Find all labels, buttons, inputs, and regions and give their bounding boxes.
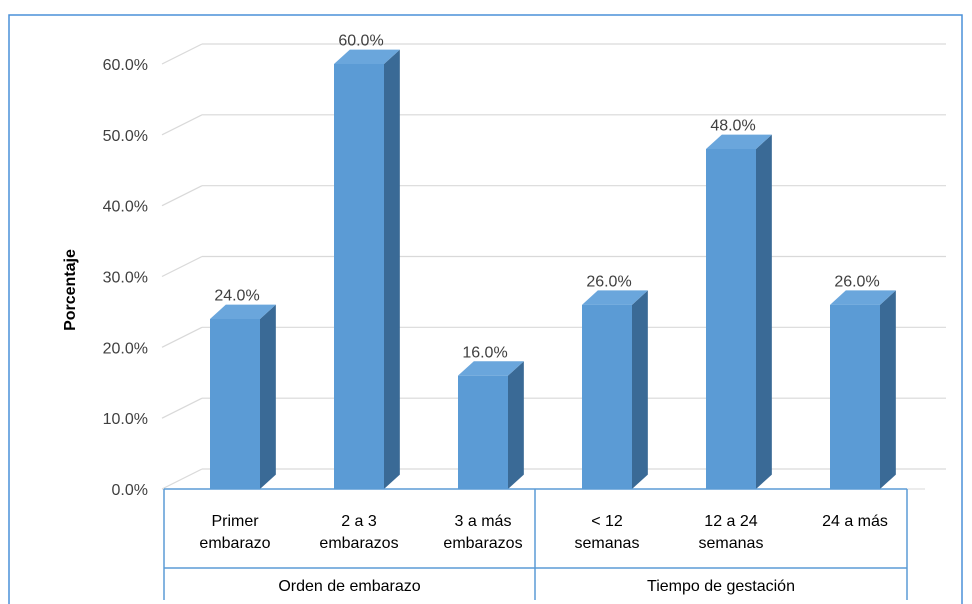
x-tick-label: 3 a más embarazos — [443, 513, 522, 552]
bar-top — [210, 304, 276, 319]
bar-value-label: 26.0% — [586, 273, 631, 290]
x-tick-label: 24 a más — [822, 513, 888, 530]
bar-front — [830, 304, 880, 489]
bar — [334, 49, 400, 489]
y-tick-label: 10.0% — [103, 411, 148, 428]
gridline — [161, 114, 946, 136]
bar-value-label: 24.0% — [214, 288, 259, 305]
bar-side — [508, 361, 524, 489]
x-tick-label: 2 a 3 embarazos — [319, 513, 398, 552]
y-axis-tick-labels: 0.0% 10.0% 20.0% 30.0% 40.0% 50.0% 60.0% — [103, 57, 148, 499]
bar-value-label: 48.0% — [710, 118, 755, 135]
bar-side — [632, 290, 648, 489]
bar-front — [210, 319, 260, 489]
x-tick-label: Primer embarazo — [199, 513, 270, 552]
bar-side — [756, 134, 772, 489]
gridline — [161, 185, 946, 207]
bar-top — [334, 49, 400, 64]
bars — [210, 49, 896, 489]
bar-front — [458, 375, 508, 489]
x-group-label: Orden de embarazo — [278, 578, 420, 595]
chart-border — [8, 14, 963, 604]
bar-side — [384, 49, 400, 489]
x-axis: Primer embarazo 2 a 3 embarazos 3 a más embar… — [163, 488, 908, 600]
gridline — [161, 326, 946, 348]
bar-top — [582, 290, 648, 305]
y-axis-title: Porcentaje — [62, 249, 79, 331]
x-tick-label: < 12 semanas — [575, 513, 640, 552]
bar-value-label: 16.0% — [462, 344, 507, 361]
x-tick-label: 12 a 24 semanas — [699, 513, 764, 552]
bar-front — [706, 149, 756, 489]
bar-top — [830, 290, 896, 305]
gridline — [161, 468, 946, 490]
gridline — [161, 43, 946, 65]
bar — [210, 304, 276, 489]
bar-front — [334, 64, 384, 489]
bar-value-label: 26.0% — [834, 273, 879, 290]
y-tick-label: 40.0% — [103, 199, 148, 216]
gridline — [161, 397, 946, 419]
y-tick-label: 30.0% — [103, 270, 148, 287]
y-tick-label: 60.0% — [103, 57, 148, 74]
bar-side — [260, 304, 276, 489]
x-group-label: Tiempo de gestación — [647, 578, 795, 595]
y-tick-label: 20.0% — [103, 340, 148, 357]
bar-side — [880, 290, 896, 489]
bar — [458, 361, 524, 489]
bar-front — [582, 304, 632, 489]
bar-value-label: 60.0% — [338, 33, 383, 50]
bar-top — [458, 361, 524, 376]
bar — [582, 290, 648, 489]
y-tick-label: 50.0% — [103, 128, 148, 145]
bar — [830, 290, 896, 489]
bar-top — [706, 134, 772, 149]
y-tick-label: 0.0% — [112, 482, 148, 499]
data-labels: 24.0% 60.0% 16.0% 26.0% 48.0% 26.0% — [214, 33, 879, 362]
gridline — [161, 255, 946, 278]
bar — [706, 134, 772, 489]
